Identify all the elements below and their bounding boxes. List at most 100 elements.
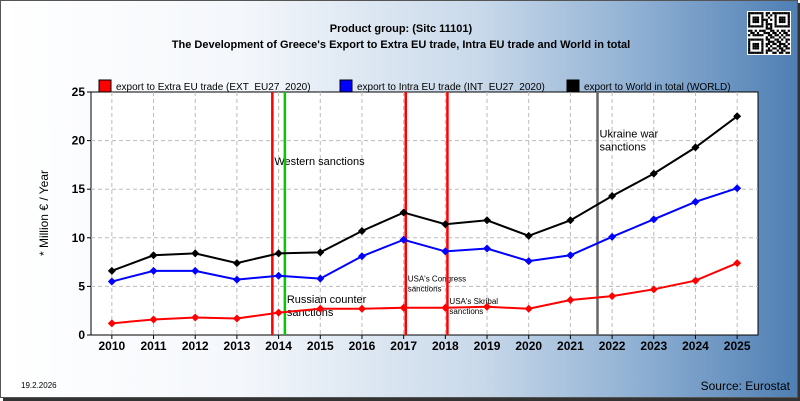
qr-cell (750, 31, 753, 35)
qr-cell (748, 34, 751, 37)
qr-cell (754, 34, 757, 37)
legend-label: export to Extra EU trade (EXT_EU27_2020) (116, 82, 311, 93)
qr-cell (761, 12, 764, 15)
qr-cell (785, 47, 788, 50)
qr-cell (787, 12, 790, 15)
qr-cell (778, 36, 782, 39)
qr-cell (783, 49, 786, 52)
qr-cell (772, 31, 775, 35)
qr-cell (756, 47, 760, 50)
qr-cell (772, 40, 775, 43)
qr-cell (752, 25, 755, 28)
data-point (691, 276, 700, 285)
qr-cell (765, 23, 768, 26)
qr-cell (776, 49, 779, 52)
data-point (483, 244, 492, 253)
qr-cell (756, 38, 760, 41)
data-point (483, 216, 492, 225)
source-text: Source: Eurostat (701, 379, 791, 393)
qr-cell (761, 49, 764, 52)
data-point (191, 313, 200, 322)
x-tick-label: 2012 (182, 339, 209, 353)
data-point (441, 303, 450, 312)
data-point (316, 304, 325, 313)
x-tick-label: 2014 (265, 339, 292, 353)
qr-cell (774, 38, 777, 41)
qr-cell (770, 45, 773, 48)
qr-cell (752, 45, 755, 48)
qr-cell (774, 42, 777, 46)
data-point (357, 252, 366, 261)
qr-cell (752, 20, 755, 24)
chart-title-line-2: The Development of Greece's Export to Ex… (172, 39, 630, 51)
qr-cell (761, 29, 764, 32)
qr-cell (754, 47, 757, 50)
qr-cell (781, 12, 784, 15)
qr-cell (752, 12, 755, 15)
qr-cell (785, 38, 788, 41)
qr-cell (748, 38, 751, 41)
qr-cell (748, 40, 751, 43)
qr-cell (761, 51, 764, 54)
qr-cell (748, 14, 751, 17)
qr-cell (774, 23, 777, 26)
data-point (316, 274, 325, 283)
qr-cell (756, 16, 760, 19)
qr-cell (787, 47, 790, 50)
qr-cell (785, 25, 788, 28)
data-point (483, 302, 492, 311)
qr-cell (770, 49, 773, 52)
legend-item: export to Intra EU trade (INT_EU27_2020) (339, 79, 545, 93)
qr-cell (752, 47, 755, 50)
qr-cell (781, 34, 784, 37)
qr-cell (765, 45, 768, 48)
data-point (649, 215, 658, 224)
qr-cell (750, 51, 753, 54)
qr-cell (778, 51, 782, 54)
x-tick-label: 2025 (724, 339, 751, 353)
qr-cell (754, 45, 757, 48)
qr-cell (748, 16, 751, 19)
y-tick-label: 10 (72, 231, 86, 245)
qr-cell (754, 29, 757, 32)
qr-cell (748, 20, 751, 24)
qr-cell (750, 38, 753, 41)
qr-cell (754, 18, 757, 21)
qr-cell (781, 51, 784, 54)
qr-cell (761, 23, 764, 26)
qr-cell (774, 18, 777, 21)
data-point (733, 112, 742, 121)
qr-cell (756, 42, 760, 46)
qr-cell (752, 16, 755, 19)
data-point (566, 216, 575, 225)
qr-cell (752, 51, 755, 54)
qr-cell (787, 29, 790, 32)
qr-cell (748, 47, 751, 50)
data-point (524, 304, 533, 313)
qr-cell (783, 29, 786, 32)
legend-label: export to World in total (WORLD) (584, 82, 731, 93)
qr-cell (748, 29, 751, 32)
y-tick-label: 15 (72, 182, 86, 196)
qr-cell (761, 42, 764, 46)
x-tick-label: 2015 (307, 339, 334, 353)
qr-cell (772, 12, 775, 15)
qr-cell (778, 16, 782, 19)
qr-cell (754, 38, 757, 41)
qr-cell (772, 36, 775, 39)
qr-cell (750, 25, 753, 28)
qr-cell (781, 38, 784, 41)
data-point (274, 308, 283, 317)
qr-cell (774, 14, 777, 17)
qr-cell (770, 34, 773, 37)
qr-cell (750, 12, 753, 15)
qr-cell (778, 47, 782, 50)
qr-cell (765, 51, 768, 54)
qr-cell (770, 27, 773, 30)
data-point (357, 304, 366, 313)
qr-cell (759, 29, 762, 32)
qr-cell (787, 34, 790, 37)
x-tick-label: 2013 (224, 339, 251, 353)
qr-cell (787, 14, 790, 17)
